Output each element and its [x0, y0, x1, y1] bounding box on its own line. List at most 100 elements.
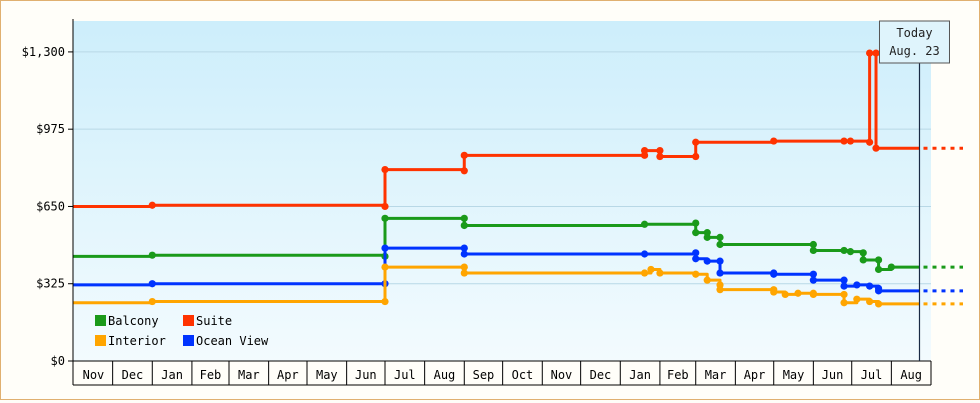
data-point: [716, 269, 724, 277]
legend-swatch: [95, 335, 106, 346]
series-layer: [73, 49, 963, 308]
data-point: [887, 263, 895, 271]
y-tick-label: $325: [36, 277, 65, 291]
data-point: [381, 214, 389, 222]
data-point: [656, 152, 664, 161]
today-box: [878, 20, 950, 64]
data-point: [859, 249, 867, 257]
data-point: [770, 137, 778, 145]
legend-swatch: [95, 315, 106, 326]
legend-label: Interior: [108, 334, 166, 348]
data-point: [853, 281, 861, 289]
series-interior: [73, 263, 963, 308]
x-month-label: Aug: [900, 368, 922, 382]
data-point: [692, 219, 700, 227]
legend-label: Suite: [196, 314, 232, 328]
data-point: [692, 138, 700, 146]
x-month-label: May: [316, 368, 338, 382]
data-point: [809, 270, 817, 278]
data-point: [809, 276, 817, 284]
data-point: [840, 137, 848, 145]
x-month-label: Aug: [434, 368, 456, 382]
x-month-label: Oct: [512, 368, 534, 382]
data-point: [692, 249, 700, 257]
data-point: [703, 276, 711, 284]
data-point: [460, 244, 468, 252]
data-point: [770, 288, 778, 296]
data-point: [872, 144, 880, 152]
data-point: [148, 251, 156, 259]
data-point: [656, 146, 664, 155]
y-tick-label: $0: [51, 354, 65, 368]
x-month-label: Feb: [200, 368, 222, 382]
data-point: [794, 289, 802, 297]
data-point: [692, 229, 700, 237]
x-month-label: Apr: [277, 368, 299, 382]
data-point: [874, 256, 883, 264]
data-point: [866, 297, 874, 306]
data-point: [866, 49, 874, 57]
data-point: [840, 282, 848, 290]
data-point: [874, 265, 883, 274]
x-axis: Nov Dec Jan Feb Mar Apr May Jun Jul Aug Sep Oct Nov D…: [72, 360, 932, 386]
legend-swatch: [183, 335, 194, 346]
x-month-label: Sep: [473, 368, 495, 382]
data-point: [460, 221, 468, 230]
x-month-label: Feb: [667, 368, 689, 382]
data-point: [846, 248, 855, 256]
y-tick-label: $975: [36, 122, 65, 136]
data-point: [656, 269, 664, 277]
y-tick-label: $1,300: [22, 45, 65, 59]
legend-swatch: [183, 315, 194, 326]
x-month-label: Jun: [355, 368, 377, 382]
data-point: [460, 167, 468, 175]
series-suite: [73, 49, 963, 211]
data-point: [381, 263, 389, 271]
data-point: [381, 244, 389, 252]
data-point: [640, 146, 649, 155]
legend-label: Balcony: [108, 314, 159, 328]
data-point: [846, 137, 855, 145]
x-month-label: Jan: [629, 368, 651, 382]
data-point: [872, 49, 880, 57]
x-month-label: Apr: [744, 368, 766, 382]
series-ocean-view: [73, 244, 963, 295]
y-axis-labels: $0 $325 $650 $975 $1,300: [22, 45, 73, 368]
data-point: [148, 280, 156, 288]
y-tick-label: $650: [36, 199, 65, 213]
data-point: [809, 246, 817, 255]
today-label: Today: [896, 26, 932, 40]
data-point: [692, 255, 700, 263]
data-point: [853, 295, 861, 303]
data-point: [809, 240, 817, 249]
today-marker: Today Aug. 23: [878, 20, 950, 361]
data-point: [148, 297, 156, 306]
legend-label: Ocean View: [196, 334, 269, 348]
data-point: [874, 300, 883, 308]
data-point: [647, 265, 655, 274]
plot-background: [73, 21, 931, 361]
data-point: [460, 214, 468, 222]
data-point: [692, 152, 700, 161]
x-month-label: Dec: [590, 368, 612, 382]
data-point: [840, 276, 848, 284]
data-point: [381, 297, 389, 306]
data-point: [460, 269, 468, 277]
data-point: [770, 270, 778, 278]
data-point: [781, 290, 789, 299]
data-point: [640, 250, 649, 258]
x-month-label: Nov: [551, 368, 573, 382]
x-month-label: Jul: [394, 368, 416, 382]
data-point: [874, 287, 883, 295]
data-point: [716, 240, 724, 249]
data-point: [460, 151, 468, 159]
x-month-label: Nov: [83, 368, 105, 382]
data-point: [840, 299, 848, 307]
legend: Balcony Suite Interior Ocean View: [95, 314, 269, 348]
data-point: [148, 201, 156, 209]
data-point: [840, 246, 848, 255]
data-point: [460, 263, 468, 271]
data-point: [716, 286, 724, 294]
